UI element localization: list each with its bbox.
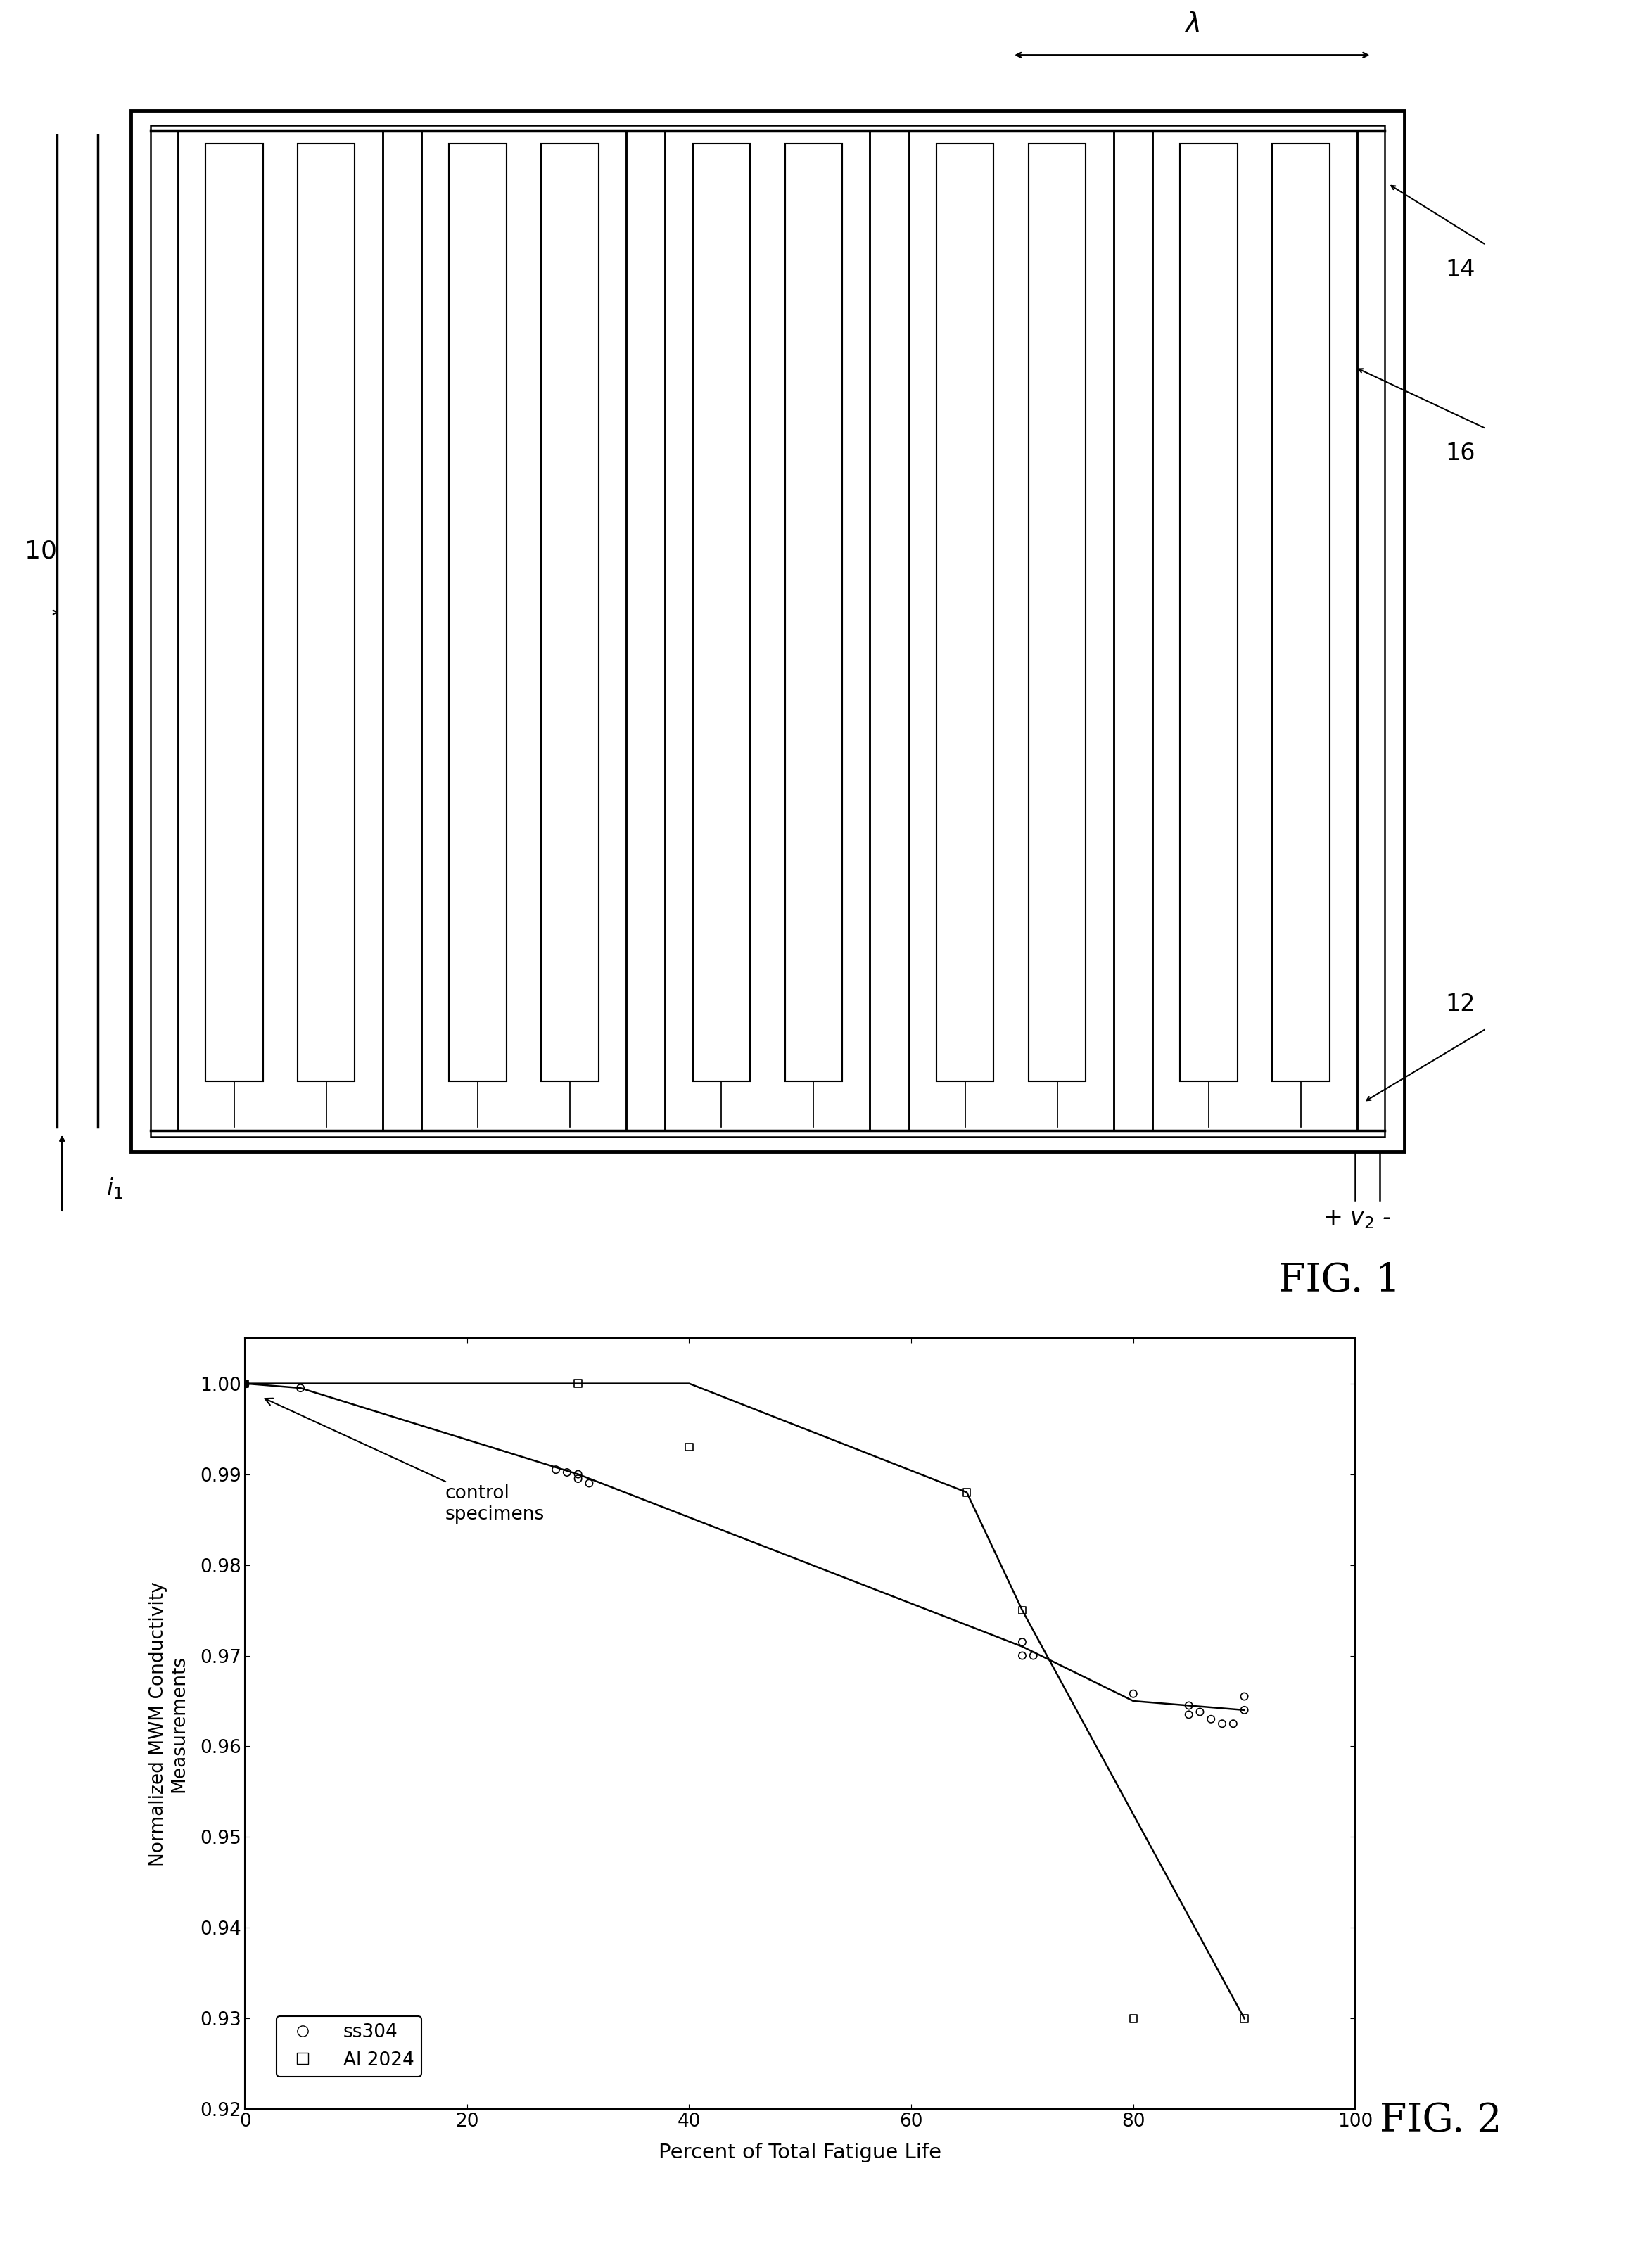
Bar (1029, 143, 1086, 1082)
Point (232, 1365, 258, 1402)
Legend: ss304, Al 2024: ss304, Al 2024 (276, 2016, 421, 2077)
Bar (541, 143, 599, 1082)
X-axis label: Percent of Total Fatigue Life: Percent of Total Fatigue Life (658, 2143, 942, 2161)
Point (1009, 1637, 1035, 1674)
Text: control
specimens: control specimens (265, 1399, 544, 1524)
Text: $\lambda$: $\lambda$ (1184, 11, 1200, 39)
Point (565, 1461, 591, 1497)
Bar (449, 143, 506, 1082)
Bar (297, 143, 354, 1082)
Point (1176, 1696, 1202, 1733)
Point (554, 1454, 580, 1490)
Text: $i_1$: $i_1$ (106, 1175, 122, 1200)
Bar (936, 143, 994, 1082)
Text: FIG. 2: FIG. 2 (1380, 2102, 1502, 2139)
Point (1021, 1637, 1047, 1674)
Point (1231, 2000, 1257, 2037)
Point (1231, 1692, 1257, 1728)
Point (1009, 1624, 1035, 1660)
Point (542, 1452, 568, 1488)
Point (1120, 2000, 1146, 2037)
Point (1199, 1701, 1225, 1737)
Text: FIG. 1: FIG. 1 (1279, 1261, 1399, 1300)
Bar (131, 111, 1404, 1152)
Point (1120, 1676, 1146, 1712)
Y-axis label: Normalized MWM Conductivity
Measurements: Normalized MWM Conductivity Measurements (149, 1581, 188, 1867)
Point (576, 1465, 603, 1501)
Text: 10: 10 (24, 540, 57, 562)
Point (565, 1456, 591, 1492)
Point (1208, 1706, 1235, 1742)
Bar (206, 143, 263, 1082)
Point (565, 1365, 591, 1402)
Text: 14: 14 (1445, 259, 1475, 281)
Text: 12: 12 (1445, 993, 1475, 1016)
Point (954, 1474, 980, 1510)
Text: 16: 16 (1445, 442, 1475, 465)
Bar (1272, 143, 1329, 1082)
Point (1009, 1592, 1035, 1628)
Point (287, 1370, 314, 1406)
Bar (692, 143, 750, 1082)
Point (676, 1429, 702, 1465)
Point (232, 1365, 258, 1402)
Bar (150, 125, 1385, 1136)
Point (1220, 1706, 1246, 1742)
Point (1187, 1694, 1213, 1730)
Bar (785, 143, 843, 1082)
Point (1176, 1687, 1202, 1724)
Text: + $v_2$ -: + $v_2$ - (1323, 1207, 1391, 1229)
Bar (1181, 143, 1238, 1082)
Point (1231, 1678, 1257, 1715)
